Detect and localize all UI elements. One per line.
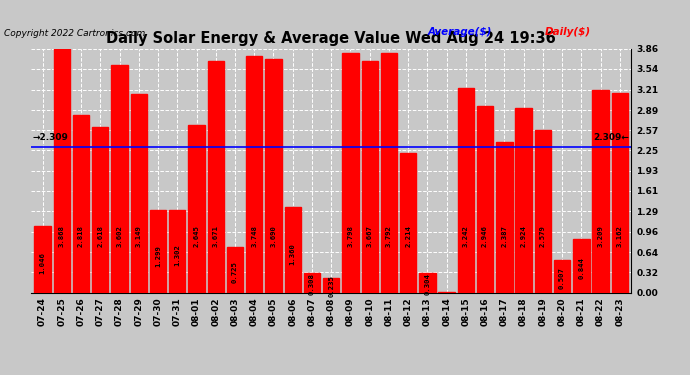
Text: 2.645: 2.645 xyxy=(193,225,199,247)
Text: 1.360: 1.360 xyxy=(290,243,296,265)
Bar xyxy=(150,210,166,292)
Text: 2.818: 2.818 xyxy=(78,225,84,247)
Text: 0.844: 0.844 xyxy=(578,258,584,279)
Text: 3.868: 3.868 xyxy=(59,225,65,247)
Text: Copyright 2022 Cartronics.com: Copyright 2022 Cartronics.com xyxy=(4,29,146,38)
Title: Daily Solar Energy & Average Value Wed Aug 24 19:36: Daily Solar Energy & Average Value Wed A… xyxy=(106,31,556,46)
Bar xyxy=(535,130,551,292)
Bar xyxy=(188,126,205,292)
Text: 3.798: 3.798 xyxy=(348,225,353,247)
Bar xyxy=(420,273,435,292)
Bar xyxy=(496,142,513,292)
Bar xyxy=(477,106,493,292)
Bar xyxy=(169,210,186,292)
Bar xyxy=(246,56,262,292)
Text: 2.579: 2.579 xyxy=(540,225,546,247)
Text: 3.149: 3.149 xyxy=(136,225,142,247)
Text: 2.387: 2.387 xyxy=(502,225,507,247)
Bar xyxy=(554,261,570,292)
Bar xyxy=(54,48,70,292)
Bar xyxy=(130,94,147,292)
Text: 1.046: 1.046 xyxy=(39,252,46,274)
Text: 0.507: 0.507 xyxy=(559,267,565,289)
Text: 3.671: 3.671 xyxy=(213,225,219,247)
Text: 2.946: 2.946 xyxy=(482,225,488,247)
Text: 2.309←: 2.309← xyxy=(593,133,629,142)
Text: Daily($): Daily($) xyxy=(545,27,591,37)
Bar xyxy=(323,278,339,292)
Bar xyxy=(381,53,397,292)
Text: 3.602: 3.602 xyxy=(117,225,123,247)
Bar xyxy=(73,114,89,292)
Bar xyxy=(227,247,243,292)
Text: 0.304: 0.304 xyxy=(424,273,431,295)
Text: 3.242: 3.242 xyxy=(463,225,469,247)
Bar xyxy=(515,108,532,292)
Text: 3.690: 3.690 xyxy=(270,225,277,247)
Bar xyxy=(362,61,378,292)
Bar xyxy=(342,53,359,292)
Text: 3.667: 3.667 xyxy=(366,225,373,247)
Text: 3.162: 3.162 xyxy=(617,225,623,247)
Text: →2.309: →2.309 xyxy=(33,133,69,142)
Bar xyxy=(593,90,609,292)
Bar xyxy=(111,65,128,292)
Text: 3.792: 3.792 xyxy=(386,225,392,247)
Bar xyxy=(304,273,320,292)
Text: 2.214: 2.214 xyxy=(405,225,411,247)
Text: 0.725: 0.725 xyxy=(232,261,238,283)
Text: Average($): Average($) xyxy=(428,27,492,37)
Text: 3.209: 3.209 xyxy=(598,225,604,247)
Bar xyxy=(457,88,474,292)
Bar xyxy=(400,153,416,292)
Bar xyxy=(34,226,51,292)
Bar xyxy=(611,93,628,292)
Bar xyxy=(573,239,589,292)
Text: 1.299: 1.299 xyxy=(155,244,161,267)
Bar xyxy=(265,60,282,292)
Text: 0.235: 0.235 xyxy=(328,275,334,297)
Text: 0.308: 0.308 xyxy=(309,273,315,295)
Bar xyxy=(208,61,224,292)
Bar xyxy=(284,207,301,292)
Text: 2.618: 2.618 xyxy=(97,225,104,247)
Text: 1.302: 1.302 xyxy=(175,244,180,267)
Text: 3.748: 3.748 xyxy=(251,225,257,247)
Bar xyxy=(92,127,108,292)
Text: 2.924: 2.924 xyxy=(520,225,526,247)
